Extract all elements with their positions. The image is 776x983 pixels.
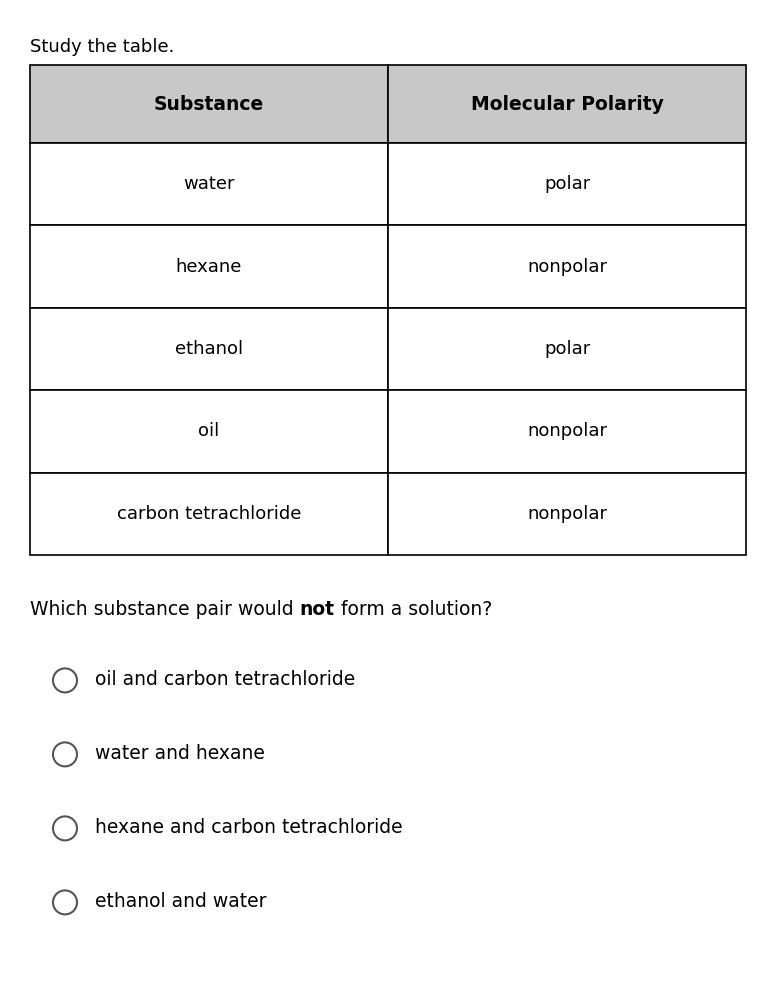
- Text: nonpolar: nonpolar: [527, 505, 607, 523]
- Bar: [30, 143, 388, 225]
- Bar: [30, 390, 388, 473]
- Text: form a solution?: form a solution?: [334, 600, 492, 619]
- Text: Study the table.: Study the table.: [30, 38, 175, 56]
- Text: polar: polar: [544, 175, 590, 194]
- Text: Substance: Substance: [154, 94, 264, 113]
- Bar: [30, 473, 388, 555]
- Text: nonpolar: nonpolar: [527, 423, 607, 440]
- Bar: [388, 308, 746, 390]
- Circle shape: [53, 817, 77, 840]
- Text: ethanol and water: ethanol and water: [95, 892, 266, 911]
- Text: nonpolar: nonpolar: [527, 258, 607, 275]
- Circle shape: [53, 742, 77, 767]
- Text: water: water: [183, 175, 235, 194]
- Bar: [388, 390, 746, 473]
- Text: ethanol: ethanol: [175, 340, 243, 358]
- Text: carbon tetrachloride: carbon tetrachloride: [117, 505, 301, 523]
- Bar: [388, 65, 746, 143]
- Bar: [388, 473, 746, 555]
- Bar: [30, 225, 388, 308]
- Text: water and hexane: water and hexane: [95, 744, 265, 763]
- Text: not: not: [300, 600, 334, 619]
- Circle shape: [53, 891, 77, 914]
- Text: oil and carbon tetrachloride: oil and carbon tetrachloride: [95, 670, 355, 689]
- Bar: [30, 308, 388, 390]
- Text: Molecular Polarity: Molecular Polarity: [470, 94, 663, 113]
- Bar: [30, 65, 388, 143]
- Circle shape: [53, 668, 77, 692]
- Text: oil: oil: [199, 423, 220, 440]
- Bar: [388, 225, 746, 308]
- Text: Which substance pair would: Which substance pair would: [30, 600, 300, 619]
- Bar: [388, 143, 746, 225]
- Text: hexane: hexane: [176, 258, 242, 275]
- Text: polar: polar: [544, 340, 590, 358]
- Text: hexane and carbon tetrachloride: hexane and carbon tetrachloride: [95, 818, 403, 837]
